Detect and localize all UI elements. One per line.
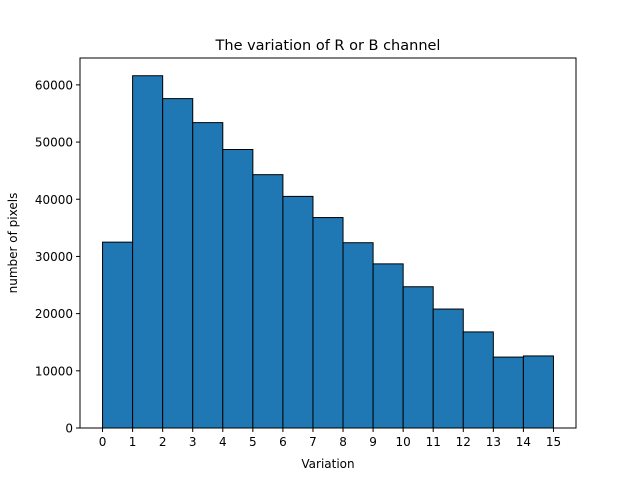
y-tick-label: 0: [65, 422, 73, 436]
histogram-bar: [312, 217, 344, 429]
x-tick-label: 8: [339, 435, 347, 449]
histogram-bar: [342, 242, 374, 429]
x-tick-label: 7: [309, 435, 317, 449]
x-tick-label: 13: [486, 435, 501, 449]
x-tick-label: 0: [99, 435, 107, 449]
x-tick-label: 2: [159, 435, 167, 449]
chart-title: The variation of R or B channel: [215, 38, 441, 54]
bars-group: [102, 75, 554, 429]
x-tick-label: 5: [249, 435, 257, 449]
histogram-bar: [402, 286, 434, 429]
x-axis-ticks: 0 1 2 3 4 5 6 7 8 9 10 11 12 13 14 15: [99, 428, 561, 449]
y-tick-label: 40000: [35, 193, 73, 207]
x-tick-label: 11: [426, 435, 441, 449]
histogram-bar: [192, 122, 224, 429]
x-tick-label: 1: [129, 435, 137, 449]
y-axis-ticks: 0 10000 20000 30000 40000 50000 60000: [35, 78, 80, 436]
x-tick-label: 12: [456, 435, 471, 449]
x-tick-label: 10: [396, 435, 411, 449]
y-axis-label: number of pixels: [6, 193, 20, 294]
histogram-bar: [252, 174, 284, 429]
y-tick-label: 60000: [35, 78, 73, 92]
plot-frame: [79, 57, 577, 429]
histogram-bar: [102, 241, 134, 429]
x-tick-label: 4: [219, 435, 227, 449]
histogram-bar: [282, 195, 314, 429]
x-tick-label: 9: [369, 435, 377, 449]
y-tick-label: 20000: [35, 307, 73, 321]
x-tick-label: 14: [516, 435, 531, 449]
histogram-bar: [372, 263, 404, 429]
y-tick-label: 30000: [35, 250, 73, 264]
histogram-bar: [132, 75, 164, 429]
histogram-bar: [462, 331, 494, 429]
histogram-bar: [432, 308, 464, 429]
x-axis-label: Variation: [301, 457, 354, 471]
y-tick-label: 10000: [35, 364, 73, 378]
x-tick-label: 15: [546, 435, 561, 449]
histogram-bar: [162, 98, 194, 429]
histogram-bar: [492, 356, 524, 429]
x-tick-label: 6: [279, 435, 287, 449]
x-tick-label: 3: [189, 435, 197, 449]
y-tick-label: 50000: [35, 136, 73, 150]
histogram-bar: [222, 148, 254, 429]
histogram-bar: [522, 355, 554, 429]
